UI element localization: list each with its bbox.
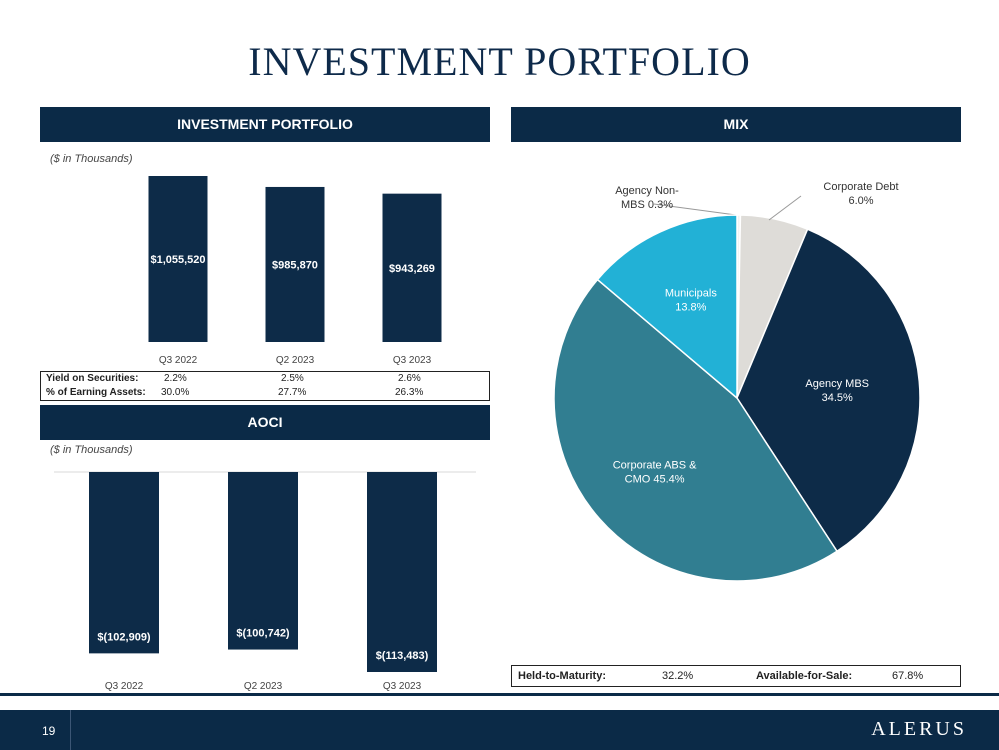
pie-label-corporate-abs-cmo-45-4: Corporate ABS & CMO 45.4% [613, 460, 697, 486]
portfolio-bar-label-q3-2023: $943,269 [389, 263, 435, 275]
aoci-bar-label-q3-2023: $(113,483) [376, 650, 429, 662]
aoci-x-tick-q2-2023: Q2 2023 [244, 681, 283, 692]
portfolio-bar-label-q2-2023: $985,870 [272, 259, 318, 271]
earning-value-q3-2022: 30.0% [161, 387, 190, 398]
yield-label: Yield on Securities: [46, 373, 139, 384]
aoci-bar-q3-2022 [89, 472, 159, 654]
pie-slice-municipals-13-8 [596, 214, 738, 400]
aoci-bar-q3-2023 [367, 472, 437, 672]
pie-label-agency-mbs-34-5: Agency MBS 34.5% [805, 378, 869, 404]
pie-slice-agency-mbs-34-5 [736, 228, 921, 553]
earning-row: % of Earning Assets: 30.0% 27.7% 26.3% [41, 386, 489, 400]
aoci-x-tick-q3-2022: Q3 2022 [105, 681, 144, 692]
yield-value-q3-2022: 2.2% [164, 373, 187, 384]
aoci-bar-chart: $(102,909) Q3 2022 $(100,742) Q2 2023 $(113,… [54, 471, 476, 692]
afs-value: 67.8% [892, 670, 924, 682]
footer-bar: 19 ALERUS [0, 710, 999, 750]
yield-value-q2-2023: 2.5% [281, 373, 304, 384]
footer-separator [70, 710, 71, 750]
pie-slice-corporate-abs-cmo-45-4 [553, 278, 839, 582]
earning-value-q3-2023: 26.3% [395, 387, 424, 398]
page-number: 19 [42, 724, 56, 738]
htm-value: 32.2% [662, 670, 694, 682]
htm-label: Held-to-Maturity: [518, 670, 606, 682]
pie-leader-corporate-debt-6-0 [768, 195, 802, 221]
portfolio-bar-chart: $1,055,520 Q3 2022 $985,870 Q2 2023 $943,269… [148, 176, 442, 366]
aoci-bar-q2-2023 [228, 472, 298, 650]
aoci-x-tick-q3-2023: Q3 2023 [383, 681, 422, 692]
portfolio-panel-header: INVESTMENT PORTFOLIO [40, 107, 490, 142]
portfolio-x-tick-q2-2023: Q2 2023 [276, 355, 315, 366]
mix-panel-header: MIX [511, 107, 961, 142]
yield-row: Yield on Securities: 2.2% 2.5% 2.6% [41, 372, 489, 386]
portfolio-bar-label-q3-2022: $1,055,520 [150, 254, 205, 266]
page-title: INVESTMENT PORTFOLIO [248, 39, 751, 84]
pie-label-municipals-13-8: Municipals 13.8% [665, 287, 717, 313]
aoci-unit-note: ($ in Thousands) [50, 444, 133, 456]
yield-value-q3-2023: 2.6% [398, 373, 421, 384]
portfolio-bar-q3-2022 [148, 176, 208, 342]
aoci-bar-label-q2-2023: $(100,742) [236, 628, 290, 640]
aoci-bar-label-q3-2022: $(102,909) [97, 631, 151, 643]
portfolio-x-tick-q3-2022: Q3 2022 [159, 355, 198, 366]
portfolio-unit-note: ($ in Thousands) [50, 153, 133, 165]
pie-leader-agency-non-mbs-0-3 [653, 203, 737, 216]
portfolio-x-tick-q3-2023: Q3 2023 [393, 355, 432, 366]
mix-pie-chart: Agency Non-MBS 0.3% Corporate Debt 6.0% Age… [553, 181, 921, 582]
pie-label-corporate-debt-6-0: Corporate Debt 6.0% [823, 181, 898, 207]
maturity-summary: Held-to-Maturity: 32.2% Available-for-Sa… [511, 665, 961, 687]
portfolio-bar-q2-2023 [265, 186, 325, 342]
earning-value-q2-2023: 27.7% [278, 387, 307, 398]
pie-label-agency-non-mbs-0-3: Agency Non-MBS 0.3% [615, 185, 679, 211]
metrics-table: Yield on Securities: 2.2% 2.5% 2.6% % of… [40, 371, 490, 401]
alerus-logo: ALERUS [871, 718, 967, 740]
earning-label: % of Earning Assets: [46, 387, 146, 398]
portfolio-bar-q3-2023 [382, 193, 442, 342]
afs-label: Available-for-Sale: [756, 670, 853, 682]
aoci-panel-header: AOCI [40, 405, 490, 440]
footer-rule [0, 693, 999, 696]
